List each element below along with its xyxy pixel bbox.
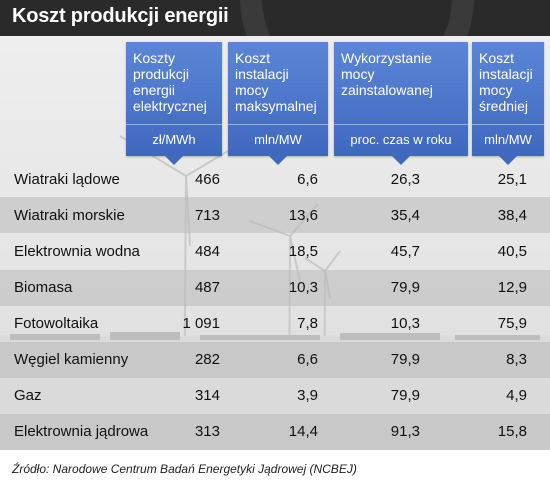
- table-cell: 3,9: [297, 387, 318, 404]
- table-cell: 12,9: [497, 279, 527, 296]
- column-header-label: Koszt instalacji mocy maksymalnej: [235, 50, 317, 114]
- source-note: Źródło: Narodowe Centrum Badań Energetyk…: [12, 462, 357, 476]
- header-divider: [126, 124, 222, 125]
- table-cell: 40,5: [497, 243, 527, 260]
- table-cell: 25,1: [497, 171, 527, 188]
- header-arrow: [165, 156, 183, 165]
- header-arrow: [269, 156, 287, 165]
- table-cell: 45,7: [390, 243, 420, 260]
- table-cell: 314: [194, 387, 220, 404]
- page-title: Koszt produkcji energii: [12, 5, 229, 27]
- table-cell: 35,4: [390, 207, 420, 224]
- table-cell: 15,8: [497, 423, 527, 440]
- row-label: Gaz: [14, 387, 42, 404]
- table-cell: 282: [194, 351, 220, 368]
- table-cell: 10,3: [390, 315, 420, 332]
- title-bar: Koszt produkcji energii: [0, 0, 550, 36]
- column-header-unit: proc. czas w roku: [350, 132, 452, 147]
- table-cell: 6,6: [297, 171, 318, 188]
- table-cell: 14,4: [288, 423, 318, 440]
- row-stripe: [0, 197, 550, 233]
- table-cell: 487: [194, 279, 220, 296]
- column-header-label: Koszty produkcji energii elektrycznej: [133, 50, 207, 114]
- row-label: Elektrownia jądrowa: [14, 423, 149, 440]
- row-stripe: [0, 270, 550, 306]
- table-cell: 313: [194, 423, 220, 440]
- row-label: Wiatraki morskie: [14, 207, 125, 224]
- column-header-label: Koszt instalacji mocy średniej: [479, 50, 533, 114]
- column-header-unit: mln/MW: [484, 132, 532, 147]
- column-header-unit: zł/MWh: [152, 132, 196, 147]
- table-row: Fotowoltaika 1 091 7,8 10,3 75,9: [0, 306, 550, 342]
- table-row: Elektrownia wodna 484 18,5 45,7 40,5: [0, 234, 550, 270]
- table-cell: 484: [194, 243, 220, 260]
- table-row: Wiatraki morskie 713 13,6 35,4 38,4: [0, 198, 550, 234]
- table-cell: 1 091: [182, 315, 220, 332]
- table-cell: 26,3: [390, 171, 420, 188]
- column-header-production-cost: Koszty produkcji energii elektrycznej zł…: [126, 42, 222, 165]
- table-row: Gaz 314 3,9 79,9 4,9: [0, 378, 550, 414]
- header-divider: [228, 124, 328, 125]
- table-cell: 91,3: [390, 423, 420, 440]
- row-stripe: [0, 342, 550, 378]
- row-label: Fotowoltaika: [14, 315, 99, 332]
- table-cell: 8,3: [506, 351, 527, 368]
- table-row: Wiatraki lądowe 466 6,6 26,3 25,1: [0, 162, 550, 198]
- header-arrow: [499, 156, 517, 165]
- table-cell: 79,9: [390, 279, 420, 296]
- table-cell: 38,4: [497, 207, 527, 224]
- row-label: Elektrownia wodna: [14, 243, 140, 260]
- header-divider: [472, 124, 544, 125]
- column-header-label: Wykorzystanie mocy zainstalowanej: [341, 50, 433, 98]
- table-cell: 10,3: [288, 279, 318, 296]
- column-header-capacity-usage: Wykorzystanie mocy zainstalowanej proc. …: [334, 42, 468, 165]
- table-cell: 7,8: [297, 315, 318, 332]
- table-cell: 4,9: [506, 387, 527, 404]
- decorative-ring: [240, 0, 474, 36]
- header-arrow: [392, 156, 410, 165]
- header-divider: [334, 124, 468, 125]
- row-label: Wiatraki lądowe: [14, 171, 120, 188]
- table-row: Biomasa 487 10,3 79,9 12,9: [0, 270, 550, 306]
- table-cell: 79,9: [390, 387, 420, 404]
- row-label: Biomasa: [14, 279, 73, 296]
- column-header-avg-capacity-cost: Koszt instalacji mocy średniej mln/MW: [472, 42, 544, 165]
- table-cell: 13,6: [288, 207, 318, 224]
- table-cell: 75,9: [497, 315, 527, 332]
- table-cell: 713: [194, 207, 220, 224]
- table-cell: 6,6: [297, 351, 318, 368]
- table-row: Węgiel kamienny 282 6,6 79,9 8,3: [0, 342, 550, 378]
- table-cell: 79,9: [390, 351, 420, 368]
- column-header-max-capacity-cost: Koszt instalacji mocy maksymalnej mln/MW: [228, 42, 328, 165]
- table-cell: 18,5: [288, 243, 318, 260]
- row-stripe: [0, 414, 550, 450]
- table-cell: 466: [194, 171, 220, 188]
- row-label: Węgiel kamienny: [14, 351, 129, 368]
- column-header-unit: mln/MW: [254, 132, 302, 147]
- table-row: Elektrownia jądrowa 313 14,4 91,3 15,8: [0, 414, 550, 450]
